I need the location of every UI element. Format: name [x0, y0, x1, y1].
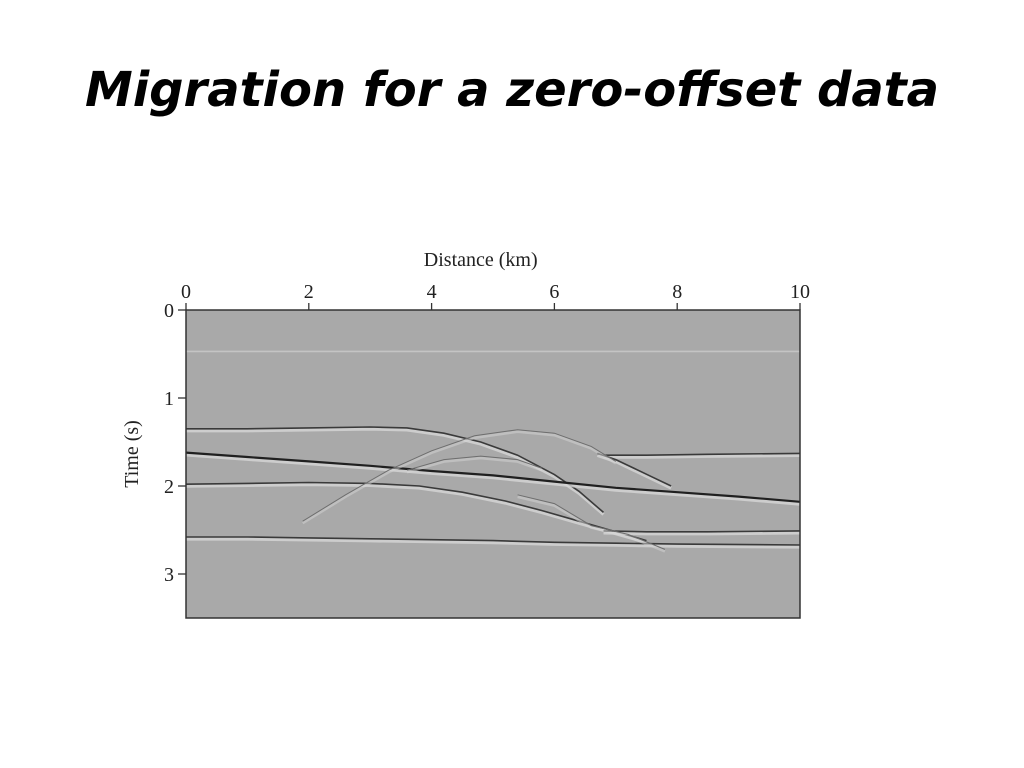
y-tick-label: 0 [164, 300, 174, 322]
diffraction-arc [302, 429, 617, 525]
x-tick-label: 2 [304, 281, 314, 303]
y-axis-label: Time (s) [121, 420, 143, 488]
y-tick-label: 1 [164, 388, 174, 410]
plot-background [186, 310, 800, 618]
x-tick-label: 10 [790, 281, 810, 303]
y-axis: 0 1 2 3 [164, 300, 186, 586]
x-tick-label: 8 [672, 281, 682, 303]
plot-area [186, 310, 800, 618]
plot-frame [185, 309, 801, 619]
x-tick-label: 0 [181, 281, 191, 303]
seismic-events [185, 350, 801, 553]
y-tick-label: 2 [164, 476, 174, 498]
diffraction-arc [517, 494, 666, 553]
reflector [603, 452, 801, 459]
reflector [185, 451, 801, 506]
seismic-section-chart: 0 2 4 6 8 10 0 1 2 3 Distance (km) Time (s) [121, 249, 810, 619]
slide-title: Migration for a zero-offset data [84, 62, 940, 118]
plot-border [185, 309, 801, 619]
x-axis: 0 2 4 6 8 10 [181, 281, 810, 310]
diffraction-arc [406, 455, 543, 474]
x-tick-label: 4 [427, 281, 437, 303]
x-axis-label: Distance (km) [424, 249, 538, 271]
y-tick-label: 3 [164, 564, 174, 586]
x-tick-label: 6 [549, 281, 559, 303]
reflector [603, 530, 801, 536]
